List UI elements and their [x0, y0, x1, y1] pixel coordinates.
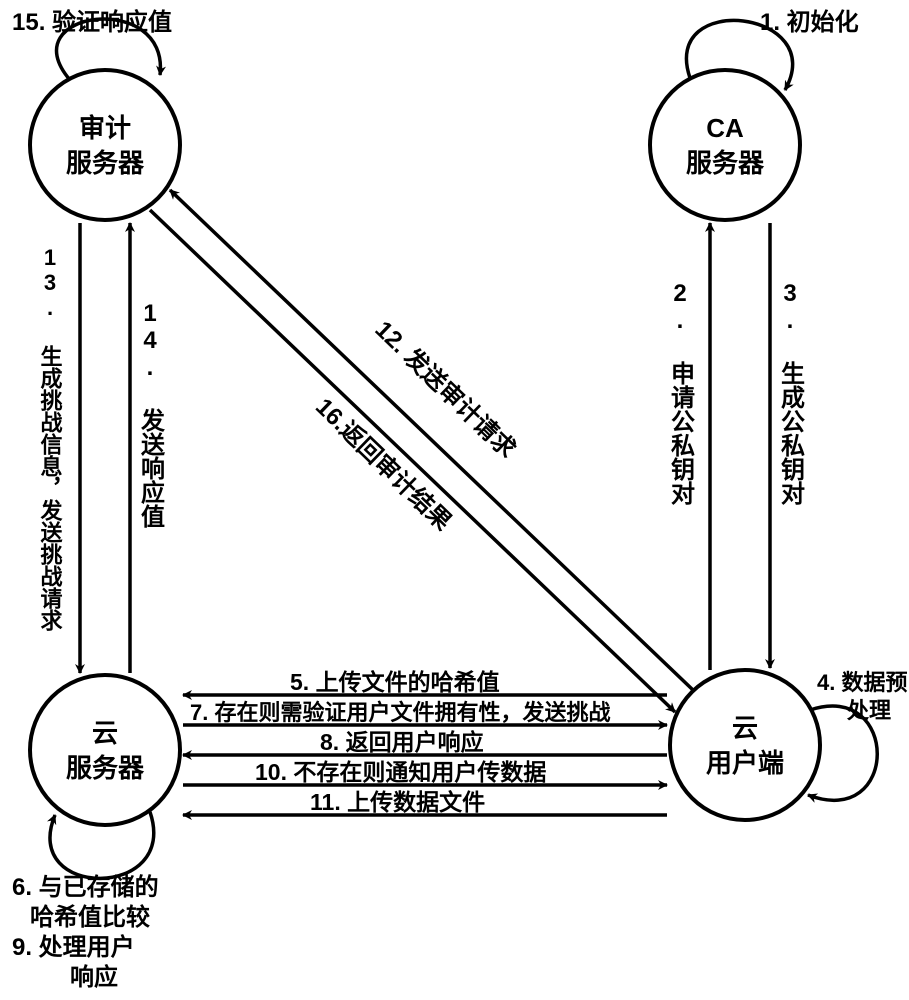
label-e5: 5. 上传文件的哈希值 — [290, 669, 500, 695]
label-loop-client2: 处理 — [846, 698, 891, 723]
label-loop-cloud3: 9. 处理用户 — [12, 933, 135, 961]
label-e14: 14. 发送响应值 — [137, 300, 166, 528]
label-e11: 11. 上传数据文件 — [310, 789, 485, 815]
label-e10: 10. 不存在则通知用户传数据 — [255, 759, 546, 785]
label-loop-cloud1: 6. 与已存储的 — [12, 873, 159, 901]
edge-16 — [150, 210, 675, 712]
label-e16: 16.返回审计结果 — [310, 393, 457, 536]
node-client-l2: 用户端 — [706, 748, 784, 778]
label-e13: 13. 生成挑战信息，发送挑战请求 — [38, 245, 64, 632]
node-cloud-l1: 云 — [92, 718, 118, 748]
label-e7: 7. 存在则需验证用户文件拥有性，发送挑战 — [190, 700, 610, 725]
node-audit: 审计 服务器 — [30, 70, 180, 220]
label-loop-ca: 1. 初始化 — [760, 8, 859, 36]
label-e2: 2. 申请公私钥对 — [667, 280, 695, 506]
label-e3: 3. 生成公私钥对 — [777, 280, 805, 506]
node-client: 云 用户端 — [670, 670, 820, 820]
edge-12 — [170, 190, 693, 690]
node-ca-l2: 服务器 — [686, 148, 765, 178]
node-audit-l2: 服务器 — [66, 148, 145, 178]
node-cloud-l2: 服务器 — [66, 753, 145, 783]
node-audit-l1: 审计 — [79, 113, 131, 143]
node-client-l1: 云 — [732, 713, 758, 743]
label-loop-audit: 15. 验证响应值 — [12, 8, 172, 36]
state-diagram: 审计 服务器 CA 服务器 云 服务器 云 用户端 15. 验证响应值 1. 初… — [0, 0, 909, 1000]
label-loop-cloud4: 响应 — [70, 963, 118, 991]
node-cloud: 云 服务器 — [30, 675, 180, 825]
label-loop-cloud2: 哈希值比较 — [30, 903, 150, 931]
label-loop-client1: 4. 数据预 — [817, 670, 907, 695]
node-ca-l1: CA — [706, 113, 744, 143]
node-ca: CA 服务器 — [650, 70, 800, 220]
label-e8: 8. 返回用户响应 — [320, 729, 484, 755]
